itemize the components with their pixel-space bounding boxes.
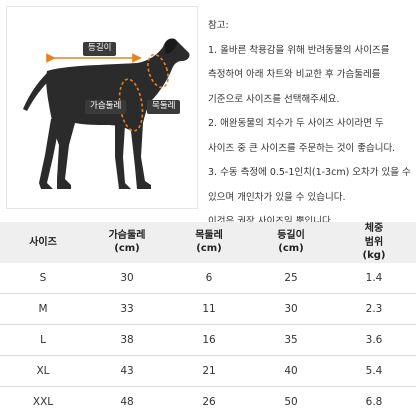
- table-row: XXL 48 26 50 6.8: [0, 387, 416, 416]
- table-cell: 2.3: [332, 293, 416, 325]
- table-cell: 30: [250, 293, 332, 325]
- table-cell: 50: [284, 395, 298, 408]
- table-cell: 48: [120, 395, 134, 408]
- table-cell: L: [0, 324, 86, 356]
- notes-line: 기준으로 사이즈를 선택해주세요.: [208, 93, 340, 105]
- table-cell: 35: [250, 324, 332, 356]
- table-cell: 3.6: [332, 324, 416, 356]
- table-cell: 6.8: [365, 395, 383, 408]
- notes-line: 이것은 권장 사이즈일 뿐입니다.: [208, 210, 412, 235]
- table-cell: 1.4: [332, 262, 416, 294]
- dog-measurement-diagram: 등길이 가슴둘레 목둘레: [6, 6, 198, 209]
- header-neck: 목둘레 (cm): [168, 222, 250, 263]
- table-cell: 6: [168, 262, 250, 294]
- table-cell: 38: [86, 324, 168, 356]
- size-chart-table: 사이즈 가슴둘레 (cm) 목둘레 (cm) 등길이 (cm) 체중 범위 (kg) S …: [0, 222, 416, 416]
- notes-line: 사이즈 중 큰 사이즈를 주문하는 것이 좋습니다.: [208, 142, 396, 154]
- table-cell: 26: [202, 395, 216, 408]
- table-cell: 30: [86, 262, 168, 294]
- table-cell: XXL: [32, 395, 54, 408]
- table-cell: S: [0, 262, 86, 294]
- table-cell: XL: [0, 355, 86, 387]
- notes-panel: 참고: 1. 올바른 착용감을 위해 반려동물의 사이즈를 측정하여 아래 차트…: [208, 14, 412, 235]
- notes-line: 2. 애완동물의 치수가 두 사이즈 사이라면 두: [208, 118, 384, 129]
- table-row: M 33 11 30 2.3: [0, 293, 416, 325]
- top-section: 등길이 가슴둘레 목둘레 참고: 1. 올바른 착용감을 위해 반려동물의 사이…: [6, 6, 411, 227]
- header-chest: 가슴둘레 (cm): [86, 222, 168, 263]
- table-row: XL 43 21 40 5.4: [0, 355, 416, 387]
- back-length-tag: 등길이: [83, 42, 117, 56]
- table-cell: 21: [168, 355, 250, 387]
- notes-line: 1. 올바른 착용감을 위해 반려동물의 사이즈를: [208, 44, 390, 56]
- table-header-row: 사이즈 가슴둘레 (cm) 목둘레 (cm) 등길이 (cm) 체중 범위 (kg): [0, 222, 416, 263]
- header-size: 사이즈: [0, 222, 86, 263]
- table-cell: M: [0, 293, 86, 325]
- table-cell: 25: [250, 262, 332, 294]
- chest-girth-tag: 가슴둘레: [85, 100, 127, 114]
- table-cell: 40: [250, 355, 332, 387]
- notes-line: 있으며 개인차가 있을 수 있습니다.: [208, 191, 346, 203]
- table-cell: 43: [86, 355, 168, 387]
- notes-line: 측정하여 아래 차트와 비교한 후 가슴둘레를: [208, 69, 381, 80]
- table-cell: 16: [168, 324, 250, 356]
- table-cell: 33: [86, 293, 168, 325]
- table-cell: 5.4: [332, 355, 416, 387]
- notes-line: 3. 수동 측정에 0.5-1인치(1-3cm) 오차가 있을 수: [208, 167, 411, 178]
- table-row: S 30 6 25 1.4: [0, 262, 416, 294]
- table-cell: 11: [168, 293, 250, 325]
- neck-girth-tag: 목둘레: [147, 100, 181, 114]
- table-row: L 38 16 35 3.6: [0, 324, 416, 356]
- notes-title: 참고:: [208, 20, 229, 31]
- header-back: 등길이 (cm): [250, 222, 332, 263]
- header-weight: 체중 범위 (kg): [332, 222, 416, 263]
